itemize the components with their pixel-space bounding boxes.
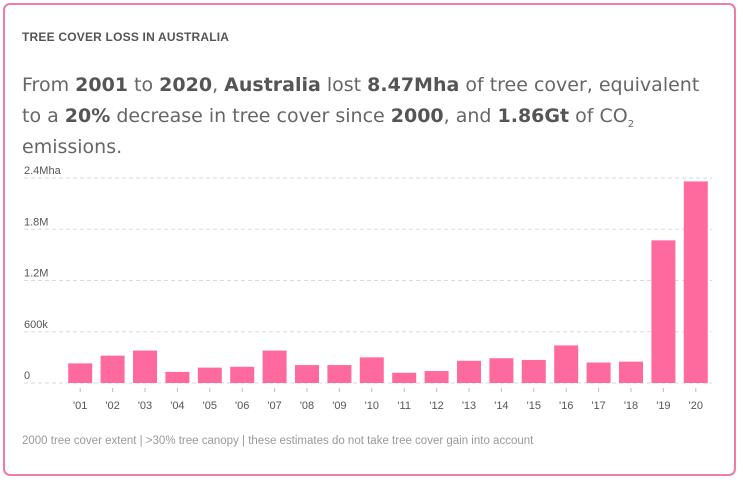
y-tick-label: 1.2M [24, 268, 48, 280]
x-tick-label: '12 [429, 400, 443, 412]
bar-09[interactable] [327, 365, 352, 383]
start-year: 2001 [75, 74, 129, 96]
x-tick-label: '11 [397, 400, 411, 412]
summary-text: decrease in tree cover since [110, 105, 391, 127]
base-year: 2000 [390, 105, 444, 127]
x-tick-label: '05 [203, 400, 217, 412]
bar-18[interactable] [619, 361, 643, 383]
x-tick-label: '09 [332, 400, 346, 412]
bar-04[interactable] [165, 371, 190, 383]
summary-text: of tree cover, equivalent to a [22, 74, 700, 127]
x-tick-label: '19 [656, 400, 670, 412]
loss-percent: 20% [64, 105, 111, 127]
co2-subscript: 2 [627, 119, 635, 130]
bar-15[interactable] [521, 359, 546, 383]
y-tick-label: 0 [24, 370, 30, 382]
country-name: Australia [224, 74, 321, 96]
summary-text: , [212, 74, 225, 96]
loss-amount: 8.47Mha [367, 74, 460, 96]
end-year: 2020 [159, 74, 213, 96]
bar-12[interactable] [424, 371, 449, 383]
bar-14[interactable] [489, 358, 514, 383]
bar-06[interactable] [230, 366, 255, 383]
bar-05[interactable] [197, 367, 222, 383]
x-tick-label: '08 [300, 400, 314, 412]
x-tick-label: '02 [105, 400, 119, 412]
x-tick-label: '14 [494, 400, 508, 412]
summary-text: lost [320, 74, 368, 96]
footnote: 2000 tree cover extent | >30% tree canop… [22, 435, 534, 447]
x-tick-label: '17 [591, 400, 605, 412]
x-tick-label: '03 [138, 400, 152, 412]
bar-03[interactable] [133, 350, 157, 383]
summary-text: emissions. [22, 136, 123, 158]
summary-text: From [22, 74, 76, 96]
bar-16[interactable] [554, 345, 579, 383]
summary-sentence: From 2001 to 2020, Australia lost 8.47Mh… [22, 70, 722, 163]
bar-07[interactable] [262, 350, 287, 383]
x-tick-label: '13 [462, 400, 476, 412]
x-tick-label: '01 [73, 400, 87, 412]
bar-13[interactable] [457, 360, 481, 383]
bar-17[interactable] [586, 362, 611, 384]
widget-title: TREE COVER LOSS IN AUSTRALIA [22, 30, 230, 44]
y-tick-label: 600k [24, 319, 48, 331]
x-tick-label: '16 [559, 400, 573, 412]
x-tick-label: '07 [267, 400, 281, 412]
y-tick-label: 2.4Mha [24, 165, 62, 177]
bar-10[interactable] [359, 357, 384, 383]
x-tick-label: '10 [365, 400, 379, 412]
widget-card [3, 3, 736, 476]
summary-text: of CO [569, 105, 628, 127]
bar-08[interactable] [295, 365, 319, 383]
x-tick-label: '20 [689, 400, 703, 412]
emissions-amount: 1.86Gt [497, 105, 570, 127]
summary-text: to [128, 74, 160, 96]
bar-19[interactable] [651, 240, 676, 383]
grid-layer [24, 177, 712, 384]
label-layer: 0 600k 1.2M 1.8M 2.4Mha '01 '02 '03 '04 '05 '06 '07… [24, 165, 703, 412]
x-tick-label: '06 [235, 400, 249, 412]
bar-layer [68, 181, 708, 383]
summary-text: , and [443, 105, 498, 127]
bar-02[interactable] [100, 355, 125, 383]
x-tick-label: '18 [624, 400, 638, 412]
bar-01[interactable] [68, 363, 93, 383]
bar-20[interactable] [683, 181, 708, 383]
bar-11[interactable] [392, 372, 417, 383]
y-tick-label: 1.8M [24, 216, 48, 228]
x-tick-label: '15 [527, 400, 541, 412]
x-tick-label: '04 [170, 400, 184, 412]
